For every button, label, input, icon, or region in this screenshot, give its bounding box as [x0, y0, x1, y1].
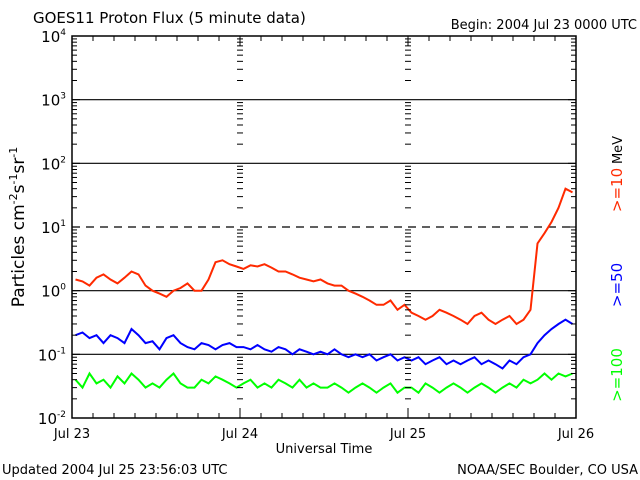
chart-title: GOES11 Proton Flux (5 minute data)	[33, 9, 306, 27]
y-tick-label: 101	[41, 219, 66, 237]
y-tick-label: 10-2	[38, 410, 66, 428]
begin-time: Begin: 2004 Jul 23 0000 UTC	[451, 18, 637, 33]
x-tick-label: Jul 23	[53, 427, 90, 442]
tick-labels: Jul 23 Jul 24 Jul 25 Jul 26 104 103 102 101 100 1…	[38, 28, 594, 442]
legend-entry: >=100	[608, 348, 626, 402]
source-credit: NOAA/SEC Boulder, CO USA	[457, 463, 638, 478]
series-line	[74, 371, 573, 395]
legend: MeV >=10 >=50 >=100	[608, 136, 626, 402]
x-axis-label: Universal Time	[276, 442, 373, 457]
updated-time: Updated 2004 Jul 25 23:56:03 UTC	[2, 463, 227, 478]
y-tick-label: 104	[41, 28, 66, 46]
y-tick-label: 100	[41, 283, 66, 301]
x-tick-label: Jul 25	[389, 427, 426, 442]
legend-unit: MeV	[611, 136, 626, 164]
y-tick-label: 102	[41, 155, 66, 173]
y-axis-label: Particles cm-2s-1sr-1	[7, 147, 29, 308]
grid	[72, 99, 576, 355]
legend-entry: >=50	[608, 263, 626, 307]
x-tick-label: Jul 24	[221, 427, 258, 442]
x-tick-label: Jul 26	[557, 427, 594, 442]
y-tick-label: 103	[41, 92, 66, 110]
series-line	[75, 187, 573, 326]
series-line	[75, 318, 574, 370]
legend-entry: >=10	[608, 168, 626, 212]
series-group	[74, 187, 574, 395]
axis-ticks	[71, 36, 577, 419]
y-tick-label: 10-1	[38, 346, 66, 364]
